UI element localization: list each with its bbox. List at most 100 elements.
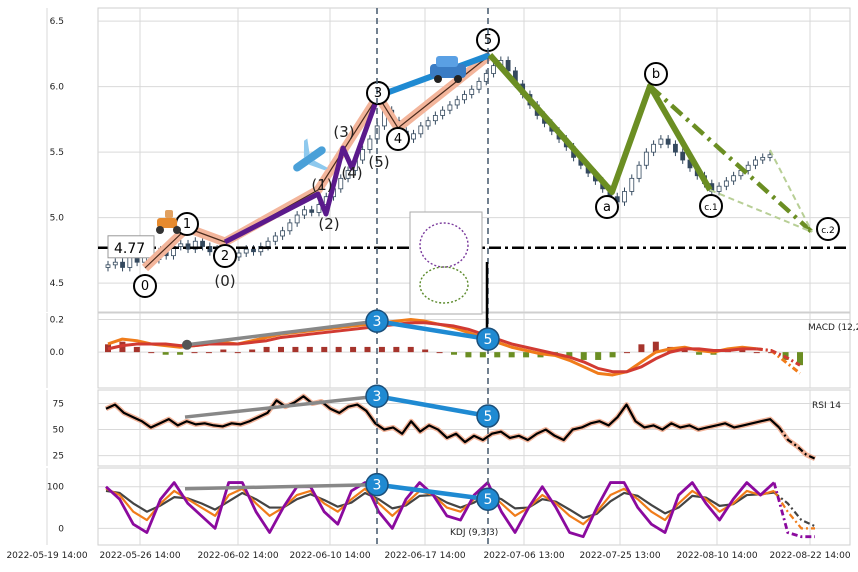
harmonic-loop	[419, 222, 469, 268]
candle-body	[432, 115, 438, 122]
wave-label-circle	[133, 274, 157, 298]
wave-mark-label: 5	[484, 492, 493, 508]
macd-histogram-bar	[797, 352, 803, 366]
macd-histogram-bar	[681, 349, 688, 353]
candle-body	[469, 88, 475, 95]
candle-body	[294, 214, 300, 224]
candle-body	[425, 120, 431, 127]
wave-mark-label: 3	[373, 389, 382, 405]
x-tick-label: 2022-06-17 14:00	[384, 551, 465, 561]
harmonic-pattern-inset	[409, 211, 483, 315]
macd-histogram-bar	[523, 352, 530, 358]
harmonic-loop	[419, 266, 469, 304]
macd-histogram-bar	[378, 346, 385, 353]
wave-label: c.2	[821, 226, 835, 236]
macd-histogram-bar	[566, 352, 573, 358]
wave-label: 2	[221, 249, 229, 264]
x-tick-label: 2022-06-10 14:00	[289, 551, 370, 561]
candle-body	[447, 104, 453, 111]
candle-body	[643, 151, 649, 166]
candle-body	[753, 159, 758, 166]
kdj-label: KDJ (9,3,3)	[450, 528, 498, 538]
wave-label: 1	[183, 217, 191, 232]
candle-body	[716, 185, 722, 192]
airplane-icon	[293, 138, 328, 172]
candle-body	[760, 156, 766, 161]
overlay-layer	[156, 8, 500, 545]
candle-body	[265, 240, 271, 247]
y-tick-label: 5.0	[50, 214, 65, 224]
candle-body	[629, 177, 635, 192]
y-tick-label: 0	[58, 524, 64, 534]
candle-body	[440, 109, 446, 116]
y-tick-label: 0.2	[50, 316, 64, 326]
wave-label: 4	[394, 132, 402, 147]
support-label: 4.77	[114, 241, 145, 257]
wave-connector-gray	[186, 319, 378, 347]
macd-histogram-bar	[350, 346, 357, 353]
macd-histogram-bar	[335, 346, 342, 353]
y-tick-label: 5.5	[50, 148, 64, 158]
candle-body	[491, 65, 496, 74]
candle-body	[745, 164, 751, 171]
macd-histogram-bar	[465, 352, 472, 358]
x-tick-label: 2022-06-02 14:00	[197, 551, 278, 561]
macd-histogram-bar	[364, 346, 371, 353]
macd-histogram-bar	[624, 352, 630, 354]
macd-histogram-bar	[148, 352, 155, 354]
scooter-icon	[156, 210, 181, 234]
macd-histogram-bar	[696, 352, 703, 355]
wave-connector-blue	[376, 394, 489, 419]
wave-connector-blue	[376, 482, 489, 502]
kdj-d-line-forecast	[773, 491, 816, 528]
macd-histogram-bar	[739, 349, 746, 353]
macd-signal-line-forecast	[756, 347, 801, 367]
y-tick-label: 25	[53, 452, 64, 462]
candle-body	[418, 125, 424, 135]
wave-label-circle	[386, 127, 410, 151]
macd-histogram-bar	[177, 352, 184, 355]
candle-body	[454, 99, 460, 106]
wave-mark-label: 3	[373, 314, 382, 330]
candle-body	[185, 243, 191, 250]
macd-histogram-bar	[278, 346, 284, 353]
macd-histogram-bar	[292, 346, 299, 353]
macd-histogram-bar	[609, 352, 616, 358]
x-tick-label: 2022-08-10 14:00	[676, 551, 757, 561]
candle-body	[345, 170, 351, 179]
macd-label: MACD (12,26,9)	[808, 323, 858, 333]
support-label-box	[107, 235, 155, 259]
wave-connector-gray	[184, 482, 378, 491]
car-icon	[430, 56, 466, 83]
candle-body	[309, 209, 315, 213]
x-tick-label: 2022-08-22 14:00	[769, 551, 850, 561]
candle-body	[767, 154, 773, 158]
macd-histogram-bar	[652, 341, 659, 353]
wave-label-circle	[644, 62, 668, 86]
macd-histogram-bar	[422, 349, 429, 353]
x-tick-label: 2022-05-19 14:00	[6, 551, 87, 561]
candle-body	[673, 143, 678, 153]
kdj-j-line-forecast	[772, 482, 815, 539]
macd-histogram-bar	[638, 344, 645, 353]
wave-label: 0	[141, 279, 149, 294]
wave-label: (5)	[368, 153, 389, 171]
macd-histogram-bar	[133, 346, 140, 353]
candle-body	[316, 204, 322, 213]
candle-body	[658, 138, 664, 145]
candle-body	[120, 261, 125, 268]
wave-green-light-a	[709, 189, 813, 233]
candle-body	[287, 222, 293, 232]
y-tick-label: 100	[47, 483, 64, 493]
wave-label: b	[652, 67, 660, 82]
wave-label: (3)	[333, 123, 354, 141]
wave-label-circle	[816, 217, 840, 241]
wave-label-circle	[699, 194, 723, 218]
wave-label: 3	[374, 86, 382, 101]
wave-label: 5	[484, 33, 492, 48]
macd-histogram-bar	[494, 352, 501, 358]
wave-mark-circle	[365, 472, 389, 497]
wave-label-circle	[213, 244, 237, 268]
candle-body	[651, 143, 657, 153]
